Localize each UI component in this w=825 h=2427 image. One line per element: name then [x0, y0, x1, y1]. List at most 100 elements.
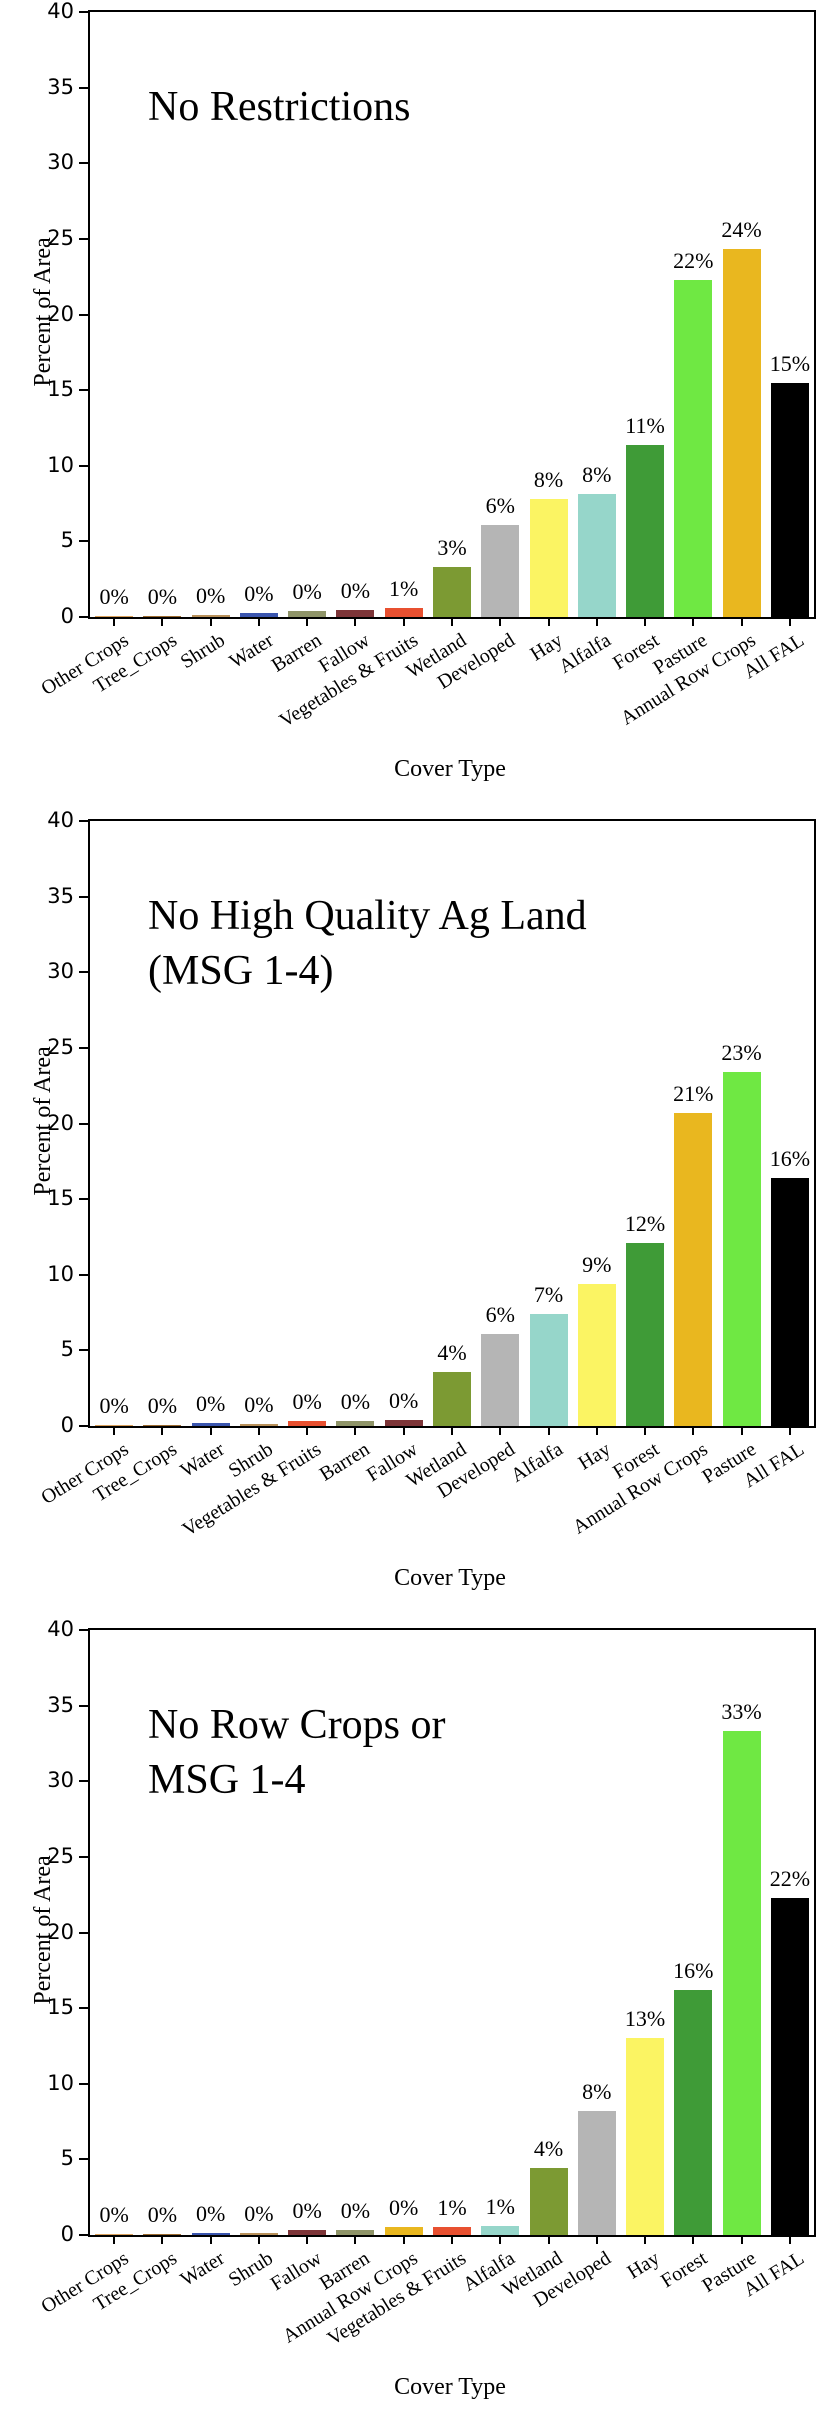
bar-value-label: 0% — [147, 584, 178, 609]
y-tick-label: 30 — [47, 150, 74, 175]
x-tick-mark — [788, 617, 791, 626]
plot-area — [88, 10, 816, 619]
x-tick-label: Fallow — [266, 2247, 326, 2296]
chart-title: No Row Crops or MSG 1-4 — [148, 1702, 446, 1803]
bar-wetland — [433, 567, 471, 617]
bar-value-label: 33% — [721, 1699, 762, 1724]
bar-shrub — [192, 615, 230, 617]
x-axis-title: Cover Type — [394, 756, 506, 782]
x-tick-mark — [161, 2235, 164, 2244]
x-tick-mark — [547, 2235, 550, 2244]
y-tick-mark — [79, 616, 88, 618]
bar-pasture — [723, 1072, 761, 1426]
bar-pasture — [723, 1731, 761, 2235]
x-tick-label: Barren — [315, 1438, 374, 1486]
bar-value-label: 15% — [769, 351, 811, 376]
bar-value-label: 0% — [340, 578, 371, 603]
x-tick-label: Barren — [267, 629, 326, 677]
y-tick-label: 10 — [47, 2070, 74, 2095]
y-tick-mark — [79, 895, 88, 898]
chart-title: No High Quality Ag Land (MSG 1-4) — [148, 893, 587, 994]
bar-annual-row-crops — [385, 2227, 423, 2235]
bar-fallow — [385, 1420, 423, 1426]
bar-value-label: 0% — [340, 2198, 371, 2223]
y-tick-label: 0 — [60, 2222, 74, 2246]
y-tick-label: 30 — [47, 1768, 74, 1793]
y-tick-mark — [79, 1704, 88, 1707]
y-tick-label: 40 — [47, 0, 74, 23]
bar-value-label: 0% — [244, 2201, 274, 2226]
y-tick-mark — [79, 2158, 88, 2161]
x-tick-mark — [402, 1426, 405, 1435]
x-tick-mark — [547, 617, 550, 626]
y-tick-label: 25 — [47, 225, 74, 250]
y-tick-label: 25 — [47, 1843, 74, 1868]
bar-value-label: 12% — [624, 1211, 666, 1236]
y-tick-mark — [79, 11, 88, 13]
y-tick-label: 10 — [47, 1261, 74, 1286]
y-tick-label: 5 — [60, 528, 74, 553]
y-tick-mark — [79, 1273, 88, 1276]
bar-value-label: 23% — [721, 1040, 762, 1065]
y-tick-mark — [79, 971, 88, 974]
bar-other-crops — [95, 1425, 133, 1426]
x-tick-mark — [595, 2235, 598, 2244]
x-tick-mark — [740, 1426, 743, 1435]
y-tick-label: 30 — [47, 959, 74, 984]
chart-title: No Restrictions — [148, 84, 411, 130]
y-tick-label: 35 — [47, 883, 74, 908]
bar-value-label: 0% — [389, 1388, 419, 1413]
y-tick-label: 35 — [47, 74, 74, 99]
bar-value-label: 16% — [769, 1146, 811, 1171]
x-tick-label: Hay — [623, 2247, 664, 2284]
x-tick-mark — [209, 2235, 212, 2244]
x-tick-mark — [499, 2235, 502, 2244]
x-tick-mark — [402, 617, 405, 626]
bar-value-label: 0% — [99, 1393, 129, 1418]
bar-chart-no-restrictions: No Restrictions Percent of Area Cover Ty… — [0, 0, 825, 809]
bar-value-label: 9% — [582, 1252, 612, 1277]
bar-value-label: 4% — [437, 1340, 467, 1365]
x-tick-mark — [451, 1426, 453, 1435]
y-tick-mark — [79, 389, 88, 392]
bar-tree-crops — [143, 1425, 181, 1426]
x-tick-label: Water — [225, 629, 278, 673]
y-tick-label: 40 — [47, 808, 74, 832]
bar-tree-crops — [143, 616, 181, 617]
x-tick-mark — [451, 617, 453, 626]
bar-value-label: 0% — [195, 2201, 226, 2226]
bar-value-label: 21% — [673, 1081, 714, 1106]
bar-water — [192, 2233, 230, 2235]
bar-developed — [578, 2111, 616, 2235]
bar-barren — [336, 1421, 374, 1426]
y-tick-label: 5 — [60, 1337, 74, 1362]
bar-fallow — [336, 610, 374, 617]
x-tick-mark — [788, 2235, 791, 2244]
x-tick-mark — [644, 1426, 647, 1435]
x-tick-mark — [788, 1426, 791, 1435]
y-tick-mark — [79, 1780, 88, 1783]
y-tick-mark — [79, 540, 88, 543]
bar-barren — [288, 611, 326, 617]
x-tick-mark — [402, 2235, 405, 2244]
y-tick-mark — [79, 162, 88, 165]
y-tick-mark — [79, 820, 88, 822]
bar-value-label: 0% — [244, 581, 274, 606]
x-tick-mark — [209, 617, 212, 626]
plot-area — [88, 1628, 816, 2237]
x-tick-mark — [547, 1426, 550, 1435]
bar-value-label: 0% — [292, 2198, 322, 2223]
y-tick-mark — [79, 2234, 88, 2236]
bar-value-label: 1% — [437, 2195, 467, 2220]
x-tick-mark — [644, 617, 647, 626]
y-tick-label: 5 — [60, 2146, 74, 2171]
x-tick-label: Water — [177, 1438, 229, 1482]
bar-value-label: 8% — [582, 462, 612, 487]
y-tick-label: 40 — [47, 1617, 74, 1641]
bar-water — [240, 613, 278, 617]
y-tick-label: 20 — [47, 1110, 74, 1135]
bar-vegetables-fruits — [385, 608, 423, 617]
x-tick-mark — [306, 1426, 309, 1435]
bar-value-label: 3% — [437, 535, 467, 560]
x-tick-mark — [354, 1426, 357, 1435]
